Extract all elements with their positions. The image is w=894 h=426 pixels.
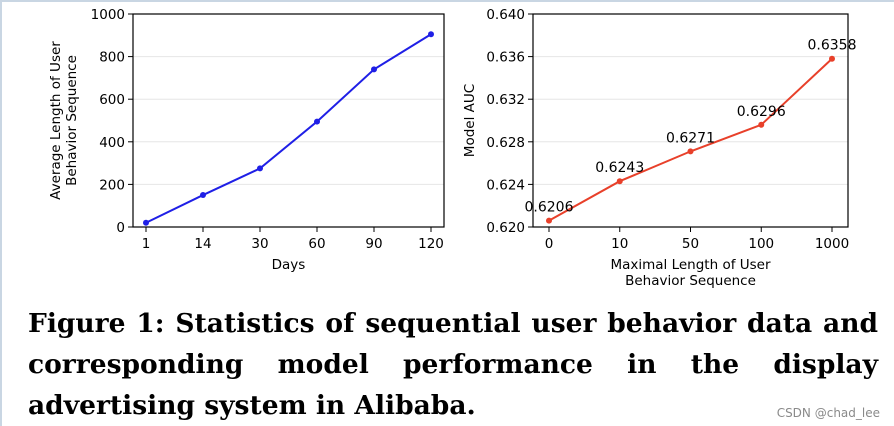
- data-point: [546, 217, 552, 224]
- data-label: 0.6296: [737, 104, 786, 120]
- y-tick-label: 800: [99, 50, 125, 66]
- data-label: 0.6206: [525, 200, 574, 216]
- y-tick-label: 0.636: [486, 50, 525, 66]
- y-tick-label: 0.620: [486, 220, 525, 236]
- x-tick-label: 14: [194, 236, 211, 252]
- chart-2: 0.620 0.624 0.628 0.632 0.636 0.640 0 10 50 100 10…: [462, 7, 857, 289]
- plot-frame: [132, 13, 445, 228]
- x-tick-label: 0: [545, 236, 554, 252]
- y-tick-label: 0.624: [486, 177, 525, 193]
- top-border: [0, 0, 894, 2]
- x-tick-label: 1: [142, 236, 151, 252]
- y-tick-label: 0.632: [486, 92, 525, 108]
- y-tick-label: 600: [99, 92, 125, 108]
- left-border: [0, 0, 2, 426]
- y-axis-label: Average Length of User: [48, 41, 64, 200]
- y-axis-label: Behavior Sequence: [64, 55, 80, 186]
- data-point: [829, 55, 835, 62]
- data-point: [687, 148, 694, 155]
- figure-caption: Figure 1: Statistics of sequential user …: [28, 308, 878, 421]
- data-point: [257, 165, 263, 172]
- y-axis-label: Model AUC: [462, 84, 478, 157]
- chart-1: 0 200 400 600 800 1000 1 14 30 60 90 120 Days Average…: [48, 7, 445, 273]
- data-point: [200, 192, 206, 199]
- data-label: 0.6243: [595, 160, 644, 176]
- y-tick-label: 0.640: [486, 7, 525, 23]
- plot-frame: [532, 13, 849, 228]
- x-axis-label: Behavior Sequence: [625, 273, 756, 289]
- y-tick-label: 400: [99, 135, 125, 151]
- data-label: 0.6271: [666, 130, 715, 146]
- series-line: [145, 33, 432, 224]
- data-point: [758, 121, 765, 128]
- x-tick-label: 100: [748, 236, 774, 252]
- data-point: [371, 66, 377, 73]
- x-axis-label: Days: [272, 257, 306, 273]
- x-tick-label: 90: [365, 236, 382, 252]
- data-point: [143, 219, 149, 226]
- x-tick-label: 120: [418, 236, 444, 252]
- data-point: [616, 178, 623, 185]
- x-tick-label: 50: [682, 236, 699, 252]
- data-point: [428, 31, 434, 38]
- x-tick-label: 1000: [815, 236, 849, 252]
- y-tick-label: 200: [99, 177, 125, 193]
- watermark: CSDN @chad_lee: [776, 406, 880, 420]
- data-point: [314, 118, 320, 125]
- data-label: 0.6358: [808, 38, 857, 54]
- x-tick-label: 60: [308, 236, 325, 252]
- y-tick-label: 0: [116, 220, 125, 236]
- y-tick-label: 0.628: [486, 135, 525, 151]
- x-tick-label: 10: [611, 236, 628, 252]
- y-tick-label: 1000: [91, 7, 125, 23]
- x-tick-label: 30: [251, 236, 268, 252]
- x-axis-label: Maximal Length of User: [610, 257, 771, 273]
